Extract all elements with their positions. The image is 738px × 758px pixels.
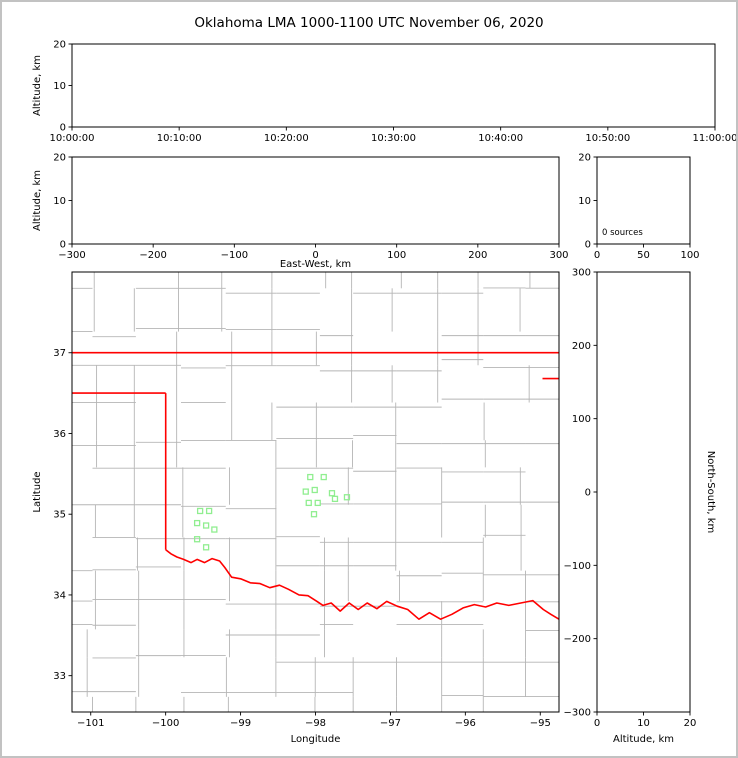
- x-tick-label: −99: [230, 718, 251, 729]
- y-tick-label: 300: [572, 268, 591, 279]
- x-tick-label: 10:30:00: [371, 133, 416, 144]
- y-tick-label: 36: [53, 429, 66, 440]
- x-tick-label: 0: [594, 718, 600, 729]
- source-marker: [211, 526, 218, 533]
- source-marker: [343, 494, 351, 501]
- x-tick-label: 10:20:00: [264, 133, 309, 144]
- source-marker: [202, 544, 210, 551]
- county-lines: [72, 272, 559, 712]
- y-tick-label: 20: [53, 153, 66, 164]
- x-tick-label: 10:50:00: [585, 133, 630, 144]
- source-marker: [196, 507, 204, 515]
- x-axis-label: Altitude, km: [613, 734, 674, 745]
- panel-ns_altitude: 0 10 20 300 200 100 0 −100 −200 −300 Altitude, km N…: [564, 268, 716, 746]
- lma-sources: [193, 473, 351, 551]
- y-tick-label: −100: [564, 561, 591, 572]
- axis-frame: [71, 43, 716, 128]
- source-marker: [328, 490, 336, 497]
- x-tick-label: 100: [680, 250, 699, 261]
- x-axis-label: East-West, km: [280, 259, 351, 270]
- y-axis-label-right: North-South, km: [705, 451, 716, 534]
- x-tick-label: −95: [530, 718, 551, 729]
- source-marker: [311, 486, 318, 494]
- x-tick-label: 0: [312, 250, 318, 261]
- y-tick-label: 33: [53, 671, 66, 682]
- x-tick-label: 20: [684, 718, 697, 729]
- x-axis-label: Longitude: [291, 734, 341, 745]
- x-tick-label: −300: [58, 250, 85, 261]
- x-tick-label: 10: [637, 718, 650, 729]
- source-marker: [320, 473, 327, 481]
- y-tick-label: 0: [60, 123, 66, 134]
- x-tick-label: 10:00:00: [50, 133, 95, 144]
- source-marker: [310, 511, 318, 518]
- panel-map: −101 −100 −99 −98 −97 −96 −95 33 34 35 36 37 Longitu…: [32, 271, 560, 745]
- x-tick-label: 100: [387, 250, 406, 261]
- x-tick-label: 11:00:00: [693, 133, 736, 144]
- y-tick-label: 10: [53, 196, 66, 207]
- source-marker: [331, 495, 339, 503]
- x-tick-label: 200: [468, 250, 487, 261]
- source-marker: [202, 522, 210, 529]
- source-marker: [205, 507, 213, 515]
- y-tick-label: 37: [53, 348, 66, 359]
- y-tick-label: 35: [53, 510, 66, 521]
- y-tick-label: 0: [585, 488, 591, 499]
- y-tick-label: −200: [564, 634, 591, 645]
- y-tick-label: 100: [572, 414, 591, 425]
- x-tick-label: 0: [594, 250, 600, 261]
- panel-ew_altitude: −300 −200 −100 0 100 200 300 0 10 20 East-West, km…: [32, 153, 569, 271]
- source-marker: [193, 536, 201, 543]
- y-tick-label: 20: [578, 153, 591, 164]
- x-tick-label: −96: [455, 718, 476, 729]
- axis-frame: [71, 156, 560, 245]
- x-tick-label: 300: [549, 250, 568, 261]
- annotation-sources: 0 sources: [602, 228, 643, 238]
- y-axis-label: Latitude: [32, 471, 43, 512]
- x-tick-label: 10:10:00: [157, 133, 202, 144]
- panel-altitude_histogram: 0 50 100 0 10 20 0 sources: [578, 153, 699, 262]
- y-tick-label: 34: [53, 590, 66, 601]
- y-tick-label: 20: [53, 40, 66, 51]
- axis-frame: [596, 271, 691, 713]
- source-marker: [305, 499, 312, 507]
- y-tick-label: 10: [53, 81, 66, 92]
- y-tick-label: 0: [585, 240, 591, 251]
- y-tick-label: 0: [60, 240, 66, 251]
- y-axis-label: Altitude, km: [32, 170, 43, 231]
- source-marker: [302, 488, 309, 495]
- state-border-red_river: [165, 549, 559, 621]
- y-axis-label: Altitude, km: [32, 55, 43, 116]
- y-tick-label: −300: [564, 708, 591, 719]
- chart-title: Oklahoma LMA 1000-1100 UTC November 06, …: [194, 15, 544, 31]
- y-tick-label: 200: [572, 341, 591, 352]
- panel-time_altitude: 10:00:00 10:10:00 10:20:00 10:30:00 10:40:00…: [32, 40, 736, 145]
- source-marker: [193, 519, 201, 527]
- x-tick-label: −200: [139, 250, 166, 261]
- x-tick-label: −100: [152, 718, 179, 729]
- y-tick-label: 10: [578, 196, 591, 207]
- x-tick-label: −98: [305, 718, 326, 729]
- x-tick-label: 50: [637, 250, 650, 261]
- source-marker: [307, 473, 314, 481]
- x-tick-label: −101: [77, 718, 104, 729]
- x-tick-label: −100: [221, 250, 248, 261]
- source-marker: [314, 499, 321, 507]
- x-tick-label: −97: [380, 718, 401, 729]
- map-content: [72, 272, 559, 712]
- x-tick-label: 10:40:00: [478, 133, 523, 144]
